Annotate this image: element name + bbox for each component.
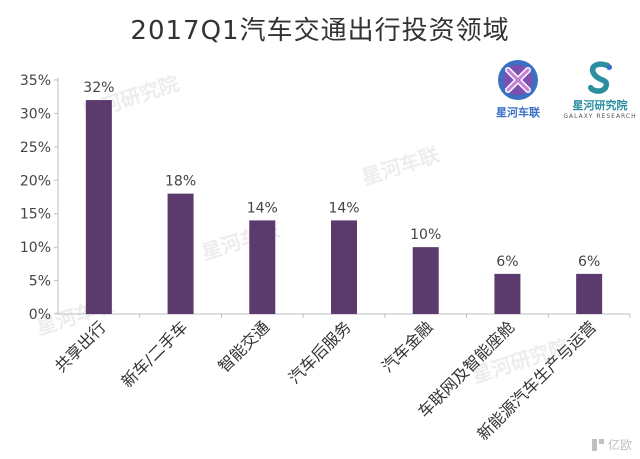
x-category-label: 智能交通	[214, 317, 273, 376]
data-label: 6%	[578, 254, 600, 270]
corner-mark-text: 亿欧	[607, 438, 632, 452]
y-tick-label: 25%	[20, 140, 51, 156]
y-tick-label: 35%	[20, 73, 51, 89]
x-category-label: 共享出行	[51, 317, 110, 376]
yiou-logo-icon	[591, 438, 604, 451]
galaxy-research-logo: 星河研究院 GALAXY RESEARCH	[560, 58, 640, 120]
galaxy-auto-logo: 星河车联	[478, 58, 558, 120]
data-label: 32%	[83, 80, 114, 96]
bar	[85, 100, 112, 314]
bar	[331, 220, 357, 314]
galaxy-research-caption: 星河研究院	[572, 99, 628, 112]
x-category-label: 汽车金融	[378, 317, 437, 376]
galaxy-s-icon	[587, 61, 613, 94]
chart-title: 2017Q1汽车交通出行投资领域	[130, 16, 510, 46]
bar	[249, 220, 276, 314]
data-label: 14%	[328, 200, 359, 216]
y-tick-label: 30%	[20, 106, 51, 122]
bar	[167, 193, 194, 314]
data-label: 6%	[496, 254, 518, 270]
data-label: 18%	[165, 174, 196, 190]
bar	[412, 247, 439, 314]
y-tick-label: 5%	[29, 274, 51, 290]
galaxy-x-icon	[498, 60, 538, 100]
corner-mark: 亿欧	[591, 436, 632, 453]
x-category-label: 汽车后服务	[285, 317, 355, 387]
data-label: 14%	[247, 200, 278, 216]
y-tick-label: 0%	[29, 307, 51, 323]
y-tick-label: 10%	[20, 240, 51, 256]
x-category-label: 新车/二手车	[118, 317, 192, 391]
galaxy-auto-caption: 星河车联	[496, 106, 540, 119]
y-tick-label: 20%	[20, 173, 51, 189]
bar	[576, 273, 603, 314]
galaxy-research-subcaption: GALAXY RESEARCH	[563, 113, 637, 120]
data-label: 10%	[410, 227, 441, 243]
y-tick-label: 15%	[20, 207, 51, 223]
bar	[494, 273, 521, 314]
